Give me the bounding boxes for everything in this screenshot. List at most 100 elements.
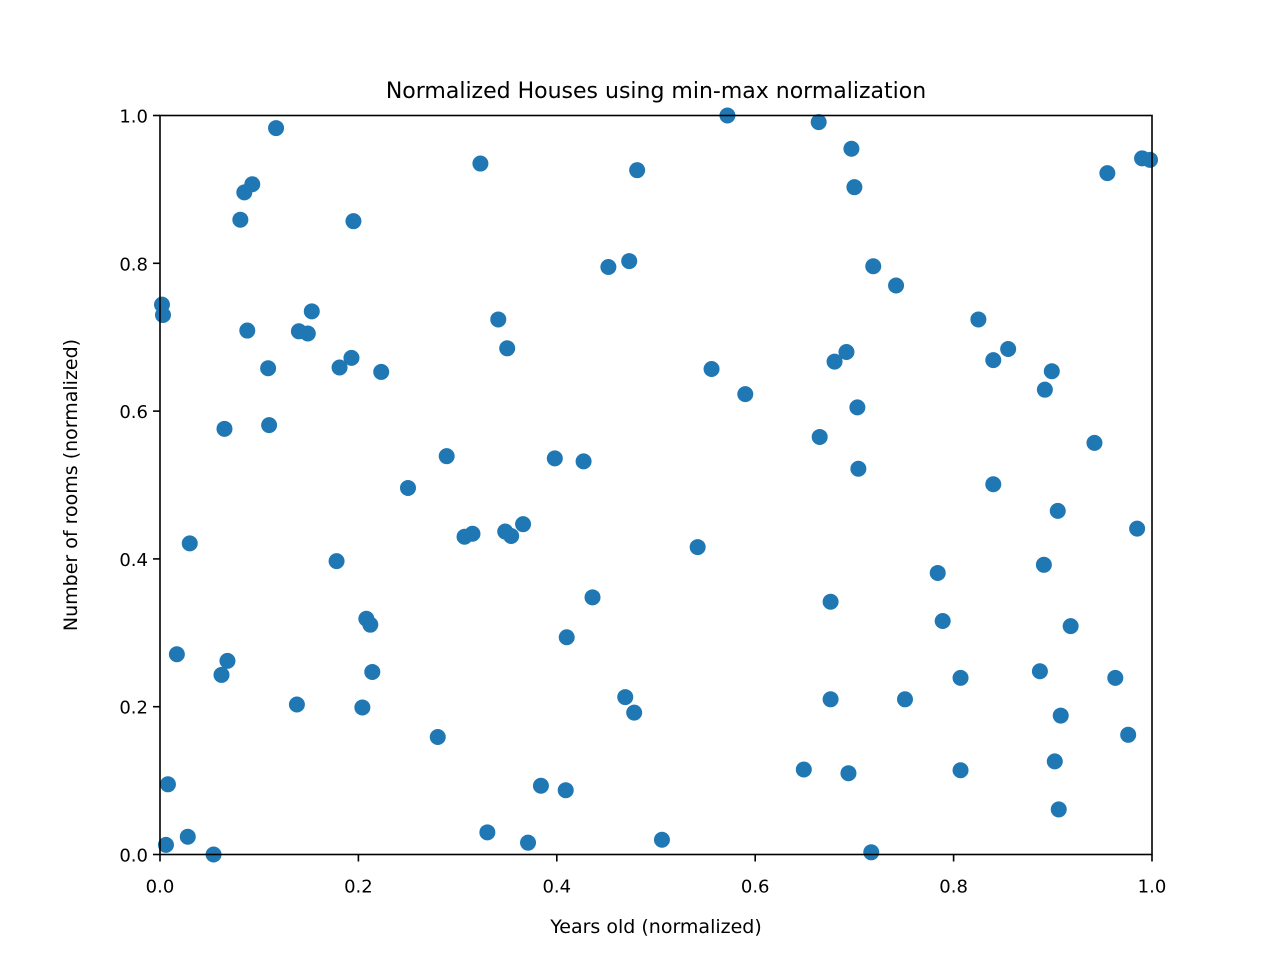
data-point	[364, 663, 381, 680]
data-point	[303, 303, 320, 320]
data-point	[546, 450, 563, 467]
data-point	[503, 527, 520, 544]
data-point	[822, 593, 839, 610]
data-point	[737, 386, 754, 403]
data-point	[826, 353, 843, 370]
data-point	[1036, 381, 1053, 398]
x-tick-label: 0.8	[939, 877, 968, 898]
data-point	[216, 420, 233, 437]
y-tick-label: 0.2	[119, 698, 148, 719]
y-tick-label: 0.6	[119, 402, 148, 423]
data-point	[232, 211, 249, 228]
x-tick-label: 0.2	[344, 877, 373, 898]
data-point	[260, 360, 277, 377]
chart-title: Normalized Houses using min-max normaliz…	[386, 79, 926, 104]
data-point	[236, 184, 253, 201]
data-point	[952, 669, 969, 686]
data-point	[626, 704, 643, 721]
data-point	[1046, 753, 1063, 770]
data-point	[846, 179, 863, 196]
data-point	[181, 535, 198, 552]
data-point	[1107, 669, 1124, 686]
data-point	[795, 761, 812, 778]
data-point	[1050, 801, 1067, 818]
data-point	[1086, 434, 1103, 451]
data-point	[621, 253, 638, 270]
data-point	[354, 699, 371, 716]
data-point	[154, 307, 171, 324]
data-point	[1049, 502, 1066, 519]
data-point	[520, 834, 537, 851]
data-point	[219, 652, 236, 669]
data-point	[515, 516, 532, 533]
y-axis: 0.0 0.2 0.4 0.6 0.8 1.0	[119, 107, 160, 867]
data-point	[490, 311, 507, 328]
data-point	[929, 564, 946, 581]
data-point	[1099, 165, 1116, 182]
data-point	[952, 762, 969, 779]
plot-frame	[159, 114, 1153, 856]
data-point	[1000, 341, 1017, 358]
data-point	[1031, 663, 1048, 680]
data-point	[1129, 520, 1146, 537]
x-tick-label: 0.4	[542, 877, 571, 898]
data-point	[1120, 726, 1137, 743]
data-point	[810, 114, 827, 131]
y-tick-label: 0.0	[119, 846, 148, 867]
data-point	[438, 448, 455, 465]
data-point	[822, 691, 839, 708]
data-point	[288, 696, 305, 713]
data-point	[896, 691, 913, 708]
data-point	[617, 689, 634, 706]
data-point	[1052, 707, 1069, 724]
data-point	[456, 528, 473, 545]
data-point	[970, 311, 987, 328]
data-point	[345, 213, 362, 230]
x-tick-label: 0.6	[741, 877, 770, 898]
data-point	[373, 363, 390, 380]
data-point	[849, 399, 866, 416]
data-point	[532, 777, 549, 794]
data-point	[472, 155, 489, 172]
data-point	[653, 831, 670, 848]
data-point	[843, 140, 860, 157]
data-point	[157, 836, 174, 853]
data-point	[261, 417, 278, 434]
data-point	[331, 359, 348, 376]
y-tick-label: 0.8	[119, 254, 148, 275]
data-point	[888, 277, 905, 294]
y-axis-label: Number of rooms (normalized)	[60, 339, 82, 631]
x-axis-label: Years old (normalized)	[549, 916, 762, 938]
data-point	[934, 612, 951, 629]
data-point	[328, 553, 345, 570]
data-point	[584, 589, 601, 606]
data-point	[1043, 363, 1060, 380]
y-tick-label: 1.0	[119, 107, 148, 128]
data-point	[299, 325, 316, 342]
data-point	[168, 646, 185, 663]
data-point	[703, 360, 720, 377]
data-point	[179, 828, 196, 845]
data-point	[362, 616, 379, 633]
data-point	[400, 479, 416, 496]
data-point	[865, 258, 882, 275]
data-point	[850, 460, 867, 477]
data-point	[1062, 618, 1079, 635]
data-point	[985, 352, 1002, 369]
x-tick-label: 0.0	[146, 877, 175, 898]
data-point	[629, 162, 646, 179]
data-point	[557, 782, 574, 799]
data-point	[159, 776, 176, 793]
data-point	[429, 728, 446, 745]
data-point	[840, 765, 857, 782]
data-point	[600, 258, 617, 275]
data-point	[558, 629, 575, 646]
data-point	[811, 428, 828, 445]
data-point	[1035, 556, 1052, 573]
data-point	[239, 322, 256, 339]
y-tick-label: 0.4	[119, 550, 148, 571]
data-point	[689, 539, 706, 556]
data-point	[268, 120, 285, 137]
points-layer	[153, 107, 1159, 863]
